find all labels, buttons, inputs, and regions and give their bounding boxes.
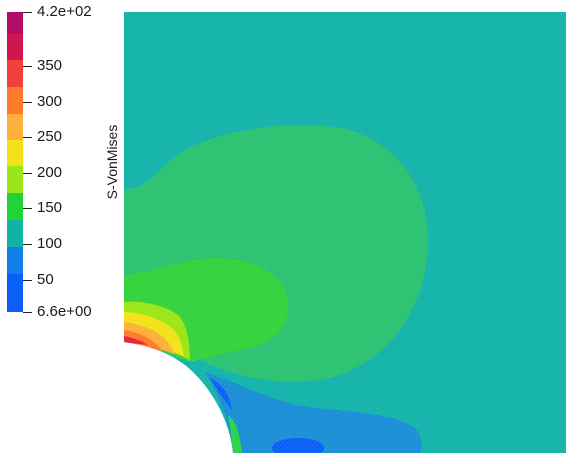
colorbar-tick-label: 50 <box>37 271 54 288</box>
colorbar-tick <box>23 102 32 103</box>
colorbar-tick <box>23 280 32 281</box>
legend-title: S-VonMises <box>104 124 120 200</box>
colorbar-tick-label: 150 <box>37 199 63 216</box>
colorbar-tick <box>23 244 32 245</box>
colorbar-tick <box>23 208 32 209</box>
colorbar-tick-max <box>23 12 32 13</box>
scalar-bar-legend[interactable]: 4.2e+02 350 300 250 200 150 100 50 6.6e+… <box>0 0 125 330</box>
colorbar-tick-label: 250 <box>37 128 63 145</box>
colorbar-tick-label: 100 <box>37 235 63 252</box>
color-bar <box>7 12 23 312</box>
colorbar-tick-min <box>23 312 32 313</box>
colorbar-tick <box>23 66 32 67</box>
colorbar-tick-label: 300 <box>37 93 63 110</box>
colorbar-tick <box>23 173 32 174</box>
mesh-overlay <box>124 12 566 453</box>
colorbar-tick-label: 200 <box>37 164 63 181</box>
colorbar-min-label: 6.6e+00 <box>37 303 92 320</box>
colorbar-tick <box>23 137 32 138</box>
colorbar-tick-label: 350 <box>37 57 63 74</box>
colorbar-max-label: 4.2e+02 <box>37 3 92 20</box>
